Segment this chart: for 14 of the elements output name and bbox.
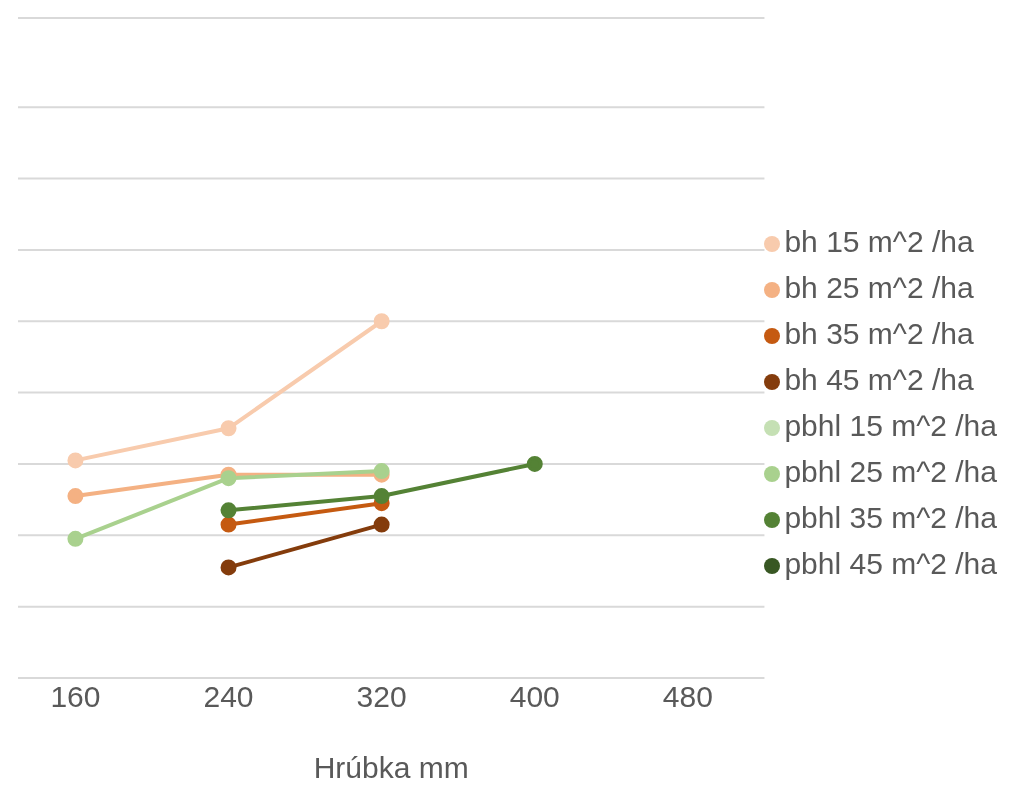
- legend-label: bh 45 m^2 /ha: [784, 363, 974, 396]
- x-tick-label: 400: [509, 680, 560, 714]
- x-tick-label: 320: [356, 680, 407, 714]
- x-tick-label: 160: [50, 680, 101, 714]
- x-axis-title: Hrúbka mm: [313, 751, 469, 784]
- x-tick-label: 480: [662, 680, 713, 714]
- legend-label: bh 15 m^2 /ha: [784, 225, 974, 258]
- legend-label: pbhl 15 m^2 /ha: [784, 409, 997, 442]
- legend-label: pbhl 25 m^2 /ha: [784, 455, 997, 488]
- x-tick-label: 240: [203, 680, 254, 714]
- legend-label: pbhl 35 m^2 /ha: [784, 501, 997, 534]
- legend-label: pbhl 45 m^2 /ha: [784, 547, 997, 580]
- legend-label: bh 35 m^2 /ha: [784, 317, 974, 350]
- legend-label: bh 25 m^2 /ha: [784, 271, 974, 304]
